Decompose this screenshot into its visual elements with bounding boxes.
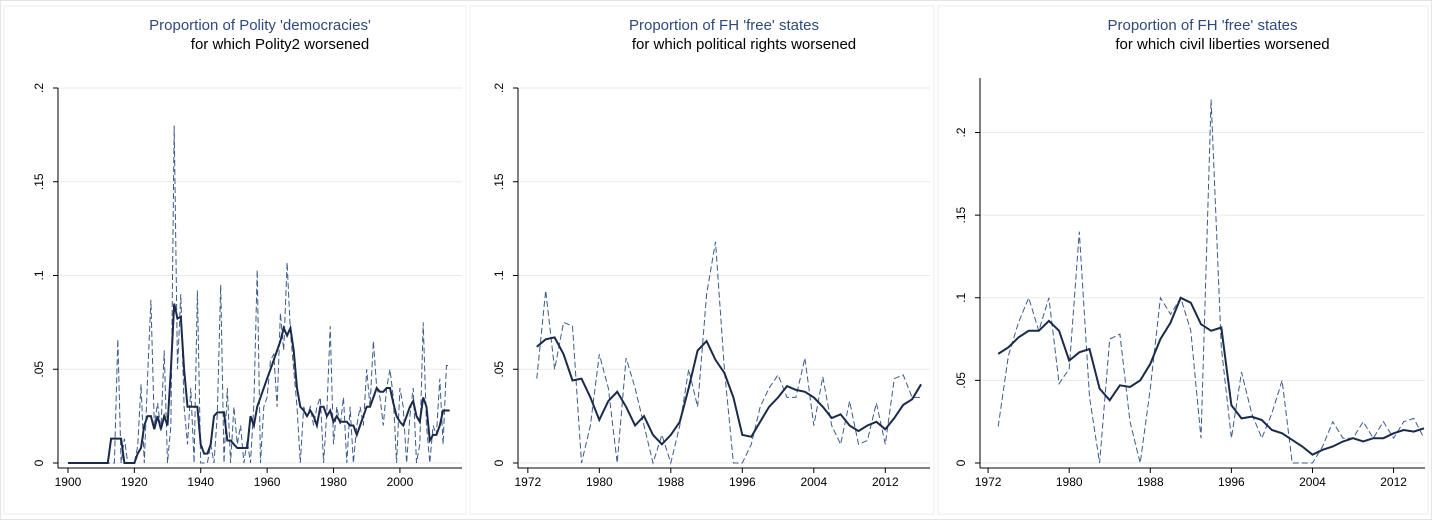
chart-subtitle: for which Polity2 worsened [191, 36, 369, 53]
chart-title: Proportion of FH 'free' states [629, 17, 819, 34]
x-tick-label: 1996 [1218, 475, 1245, 489]
panel [3, 5, 467, 515]
y-tick-label: .05 [32, 361, 46, 378]
series-line [997, 296, 1425, 456]
x-tick-label: 1972 [975, 475, 1002, 489]
chart-title: Proportion of Polity 'democracies' [149, 17, 371, 34]
y-tick-label: .05 [954, 372, 968, 389]
chart-subtitle: for which civil liberties worsened [1115, 36, 1329, 53]
x-tick-label: 1960 [254, 475, 281, 489]
x-tick-label: 1980 [320, 475, 347, 489]
x-tick-label: 1920 [121, 475, 148, 489]
y-tick-label: .1 [492, 270, 506, 280]
y-tick-label: .1 [954, 292, 968, 302]
x-tick-label: 2012 [872, 475, 899, 489]
y-tick-label: .15 [32, 173, 46, 190]
chart-title: Proportion of FH 'free' states [1108, 17, 1298, 34]
x-tick-label: 2004 [800, 475, 827, 489]
x-tick-label: 1980 [586, 475, 613, 489]
x-tick-label: 2012 [1380, 475, 1407, 489]
x-tick-label: 2004 [1299, 475, 1326, 489]
y-tick-label: .1 [32, 270, 46, 280]
series-line [536, 336, 922, 446]
y-tick-label: 0 [954, 459, 968, 466]
x-tick-label: 1900 [55, 475, 82, 489]
y-tick-label: .2 [492, 83, 506, 93]
panel [469, 5, 935, 515]
y-tick-label: .15 [954, 206, 968, 223]
y-tick-label: 0 [492, 459, 506, 466]
panel [937, 5, 1429, 515]
y-tick-label: .2 [32, 83, 46, 93]
x-tick-label: 1988 [1137, 475, 1164, 489]
y-tick-label: .2 [954, 127, 968, 137]
x-tick-label: 1988 [657, 475, 684, 489]
x-tick-label: 1940 [187, 475, 214, 489]
x-tick-label: 1996 [729, 475, 756, 489]
chart-subtitle: for which political rights worsened [632, 36, 856, 53]
x-tick-label: 2000 [387, 475, 414, 489]
series-line [68, 303, 450, 464]
series-line [536, 241, 922, 465]
x-tick-label: 1980 [1056, 475, 1083, 489]
y-tick-label: .15 [492, 173, 506, 190]
x-tick-label: 1972 [514, 475, 541, 489]
y-tick-label: 0 [32, 459, 46, 466]
y-tick-label: .05 [492, 361, 506, 378]
